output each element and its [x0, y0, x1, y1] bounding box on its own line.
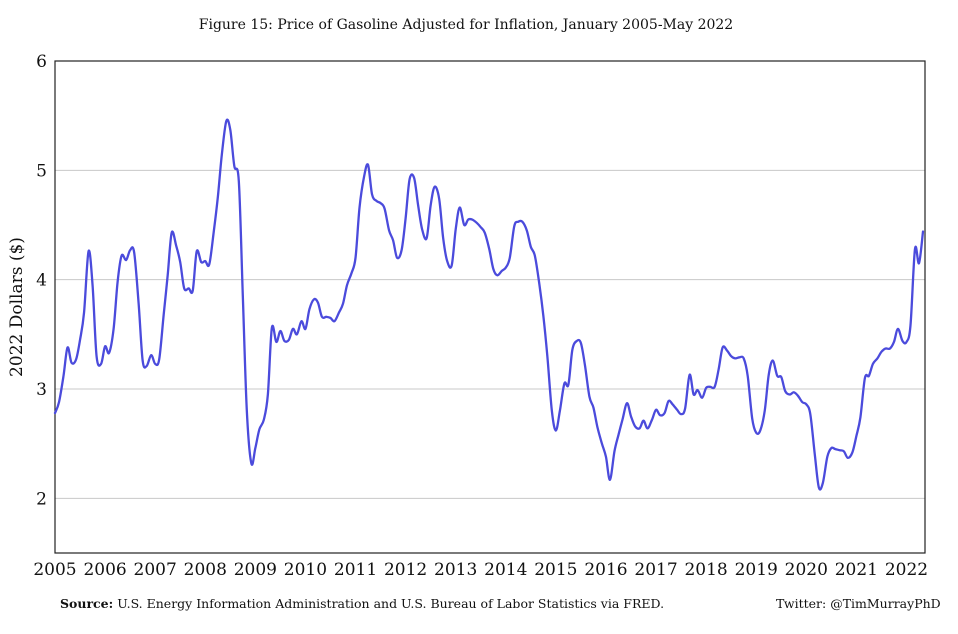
- y-tick-label: 6: [36, 52, 47, 72]
- y-axis-ticks: 2 3 4 5 6: [36, 52, 47, 509]
- source-note: Source: U.S. Energy Information Administ…: [60, 596, 664, 611]
- y-axis-label: 2022 Dollars ($): [7, 237, 27, 377]
- x-tick-label: 2007: [134, 560, 177, 580]
- source-label: Source:: [60, 596, 114, 611]
- x-tick-label: 2020: [785, 560, 828, 580]
- grid: [55, 169, 925, 499]
- x-tick-label: 2008: [184, 560, 227, 580]
- x-tick-label: 2018: [684, 560, 727, 580]
- y-tick-label: 3: [36, 380, 47, 400]
- plot-area: [53, 60, 926, 554]
- y-tick-label: 2: [36, 489, 47, 509]
- x-tick-label: 2011: [334, 560, 377, 580]
- x-tick-label: 2010: [284, 560, 327, 580]
- x-axis-ticks: 2005 2006 2007 2008 2009 2010 2011 2012 2013 2014…: [33, 560, 928, 580]
- x-tick-label: 2022: [885, 560, 928, 580]
- x-tick-label: 2013: [434, 560, 477, 580]
- source-text: U.S. Energy Information Administration a…: [117, 596, 665, 611]
- y-tick-label: 4: [36, 271, 47, 291]
- y-tick-label: 5: [36, 161, 47, 181]
- x-tick-label: 2017: [634, 560, 677, 580]
- x-tick-label: 2014: [484, 560, 527, 580]
- twitter-handle: Twitter: @TimMurrayPhD: [776, 596, 941, 611]
- x-tick-label: 2006: [83, 560, 126, 580]
- plot-frame: [54, 60, 926, 554]
- x-tick-label: 2019: [735, 560, 778, 580]
- series-line: [53, 118, 925, 491]
- x-tick-label: 2009: [234, 560, 277, 580]
- x-tick-label: 2015: [534, 560, 577, 580]
- x-tick-label: 2016: [584, 560, 627, 580]
- x-tick-label: 2005: [33, 560, 76, 580]
- x-tick-label: 2012: [384, 560, 427, 580]
- x-tick-label: 2021: [835, 560, 878, 580]
- chart-title: Figure 15: Price of Gasoline Adjusted fo…: [199, 17, 733, 33]
